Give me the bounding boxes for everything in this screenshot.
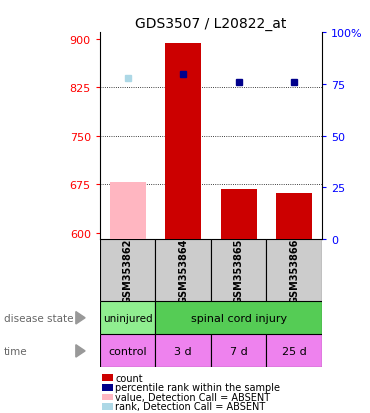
Bar xyxy=(266,335,322,368)
Title: GDS3507 / L20822_at: GDS3507 / L20822_at xyxy=(135,17,287,31)
Text: 25 d: 25 d xyxy=(282,346,306,356)
Bar xyxy=(100,335,155,368)
Text: uninjured: uninjured xyxy=(103,313,152,323)
Bar xyxy=(155,335,211,368)
Text: count: count xyxy=(115,373,143,383)
Text: percentile rank within the sample: percentile rank within the sample xyxy=(115,382,280,392)
Bar xyxy=(110,183,146,240)
Text: GSM353862: GSM353862 xyxy=(122,238,133,303)
Text: spinal cord injury: spinal cord injury xyxy=(191,313,287,323)
Bar xyxy=(100,301,155,335)
Bar xyxy=(221,189,257,240)
Bar xyxy=(211,335,266,368)
Bar xyxy=(266,240,322,301)
Text: GSM353864: GSM353864 xyxy=(178,238,188,303)
Bar xyxy=(276,193,312,240)
Bar xyxy=(211,240,266,301)
Text: 7 d: 7 d xyxy=(230,346,248,356)
Text: GSM353865: GSM353865 xyxy=(233,238,244,303)
Bar xyxy=(100,240,155,301)
Bar xyxy=(165,44,201,240)
Bar xyxy=(155,301,322,335)
Bar xyxy=(155,240,211,301)
Text: disease state: disease state xyxy=(4,313,73,323)
Text: control: control xyxy=(108,346,147,356)
Text: GSM353866: GSM353866 xyxy=(289,238,299,303)
Text: 3 d: 3 d xyxy=(174,346,192,356)
Text: rank, Detection Call = ABSENT: rank, Detection Call = ABSENT xyxy=(115,401,266,411)
Text: value, Detection Call = ABSENT: value, Detection Call = ABSENT xyxy=(115,392,270,402)
Text: time: time xyxy=(4,346,27,356)
